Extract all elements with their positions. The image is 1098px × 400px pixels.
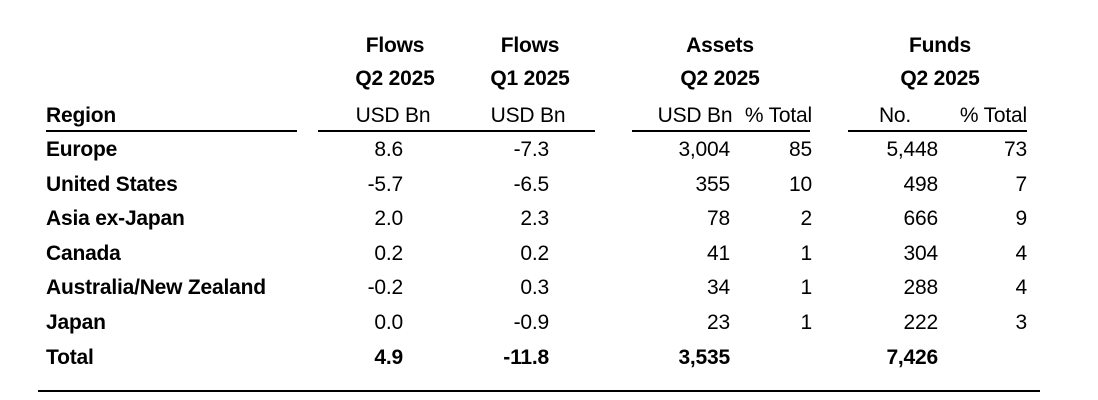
funds-no-cell: 222 <box>903 310 939 334</box>
funds-no-cell: 666 <box>903 207 939 231</box>
region-cell: Japan <box>46 310 106 334</box>
flows-q1-cell: 0.2 <box>520 241 549 265</box>
flows-q2-cell: -5.7 <box>367 172 404 196</box>
region-cell: Europe <box>46 138 118 161</box>
unit-label-funds-no: No. <box>878 104 912 127</box>
region-column-header: Region <box>46 104 116 127</box>
assets-pct-total-cell: 85 <box>789 138 812 161</box>
assets-usd-bn-cell: 78 <box>707 207 730 231</box>
flows-q2-cell: -0.2 <box>367 276 404 300</box>
table-row: Total 4.9 -11.8 3,535 7,426 <box>0 341 1098 376</box>
funds-no-cell: 5,448 <box>886 138 938 161</box>
assets-usd-bn-cell: 34 <box>707 276 730 300</box>
assets-header-rule <box>632 130 810 132</box>
assets-usd-bn-cell: 23 <box>707 310 730 334</box>
column-group-subtitle: Q2 2025 <box>680 67 760 90</box>
column-group-title: Funds <box>909 34 971 57</box>
flows-q2-cell: 4.9 <box>374 345 403 369</box>
funds-pct-total-cell: 7 <box>1015 172 1028 196</box>
region-cell: United States <box>46 172 178 196</box>
column-group-flows-q2: Flows Q2 2025 <box>315 29 475 95</box>
funds-no-cell: 7,426 <box>886 345 938 369</box>
table-row: Europe 8.6 -7.3 3,004 85 5,448 73 <box>0 133 1098 168</box>
funds-pct-total-cell: 4 <box>1015 241 1028 265</box>
region-header-rule <box>46 130 297 132</box>
table-row: Japan 0.0 -0.9 23 1 222 3 <box>0 306 1098 341</box>
region-cell: Asia ex-Japan <box>46 207 185 231</box>
assets-pct-total-cell: 10 <box>789 172 812 196</box>
funds-pct-total-cell: 4 <box>1015 276 1028 300</box>
assets-usd-bn-cell: 3,004 <box>678 138 730 161</box>
assets-pct-total-cell: 1 <box>800 241 813 265</box>
assets-usd-bn-cell: 355 <box>695 172 731 196</box>
flows-header-rule <box>318 130 595 132</box>
funds-pct-total-cell: 3 <box>1015 310 1028 334</box>
unit-label-assets-pct-total: % Total <box>744 104 812 127</box>
flows-q2-cell: 2.0 <box>374 207 403 231</box>
flows-q1-cell: -11.8 <box>503 345 549 369</box>
flows-q1-cell: 0.3 <box>520 276 549 300</box>
column-group-flows-q1: Flows Q1 2025 <box>450 29 610 95</box>
flows-q1-cell: -6.5 <box>513 172 550 196</box>
flows-q2-cell: 0.0 <box>374 310 403 334</box>
table-bottom-rule <box>38 390 1040 392</box>
unit-label-flows-q1: USD Bn <box>490 104 566 127</box>
assets-pct-total-cell: 2 <box>800 207 813 231</box>
funds-no-cell: 304 <box>903 241 939 265</box>
funds-header-rule <box>848 130 1027 132</box>
table-body: Europe 8.6 -7.3 3,004 85 5,448 73 United States… <box>0 133 1098 375</box>
column-group-subtitle: Q2 2025 <box>900 67 980 90</box>
column-group-assets: Assets Q2 2025 <box>640 29 800 95</box>
funds-no-cell: 288 <box>903 276 939 300</box>
assets-usd-bn-cell: 41 <box>707 241 730 265</box>
flows-q2-cell: 8.6 <box>374 138 403 161</box>
region-cell: Total <box>46 345 94 369</box>
column-group-title: Flows <box>500 34 560 57</box>
flows-q1-cell: -7.3 <box>513 138 550 161</box>
flows-q1-cell: 2.3 <box>520 207 549 231</box>
funds-pct-total-cell: 73 <box>1004 138 1027 161</box>
funds-no-cell: 498 <box>903 172 939 196</box>
column-group-title: Assets <box>686 34 754 57</box>
flows-q2-cell: 0.2 <box>374 241 403 265</box>
table-row: United States -5.7 -6.5 355 10 498 7 <box>0 168 1098 203</box>
column-group-subtitle: Q1 2025 <box>490 67 570 90</box>
assets-pct-total-cell: 1 <box>800 310 813 334</box>
table-row: Canada 0.2 0.2 41 1 304 4 <box>0 237 1098 272</box>
assets-pct-total-cell: 1 <box>800 276 813 300</box>
assets-usd-bn-cell: 3,535 <box>678 345 730 369</box>
column-group-title: Flows <box>365 34 425 57</box>
table-row: Australia/New Zealand -0.2 0.3 34 1 288 4 <box>0 271 1098 306</box>
flows-q1-cell: -0.9 <box>513 310 550 334</box>
unit-label-flows-q2: USD Bn <box>355 104 431 127</box>
table-row: Asia ex-Japan 2.0 2.3 78 2 666 9 <box>0 202 1098 237</box>
region-cell: Australia/New Zealand <box>46 276 266 300</box>
unit-label-funds-pct-total: % Total <box>959 104 1027 127</box>
column-group-subtitle: Q2 2025 <box>355 67 435 90</box>
funds-pct-total-cell: 9 <box>1015 207 1028 231</box>
unit-label-assets-usd-bn: USD Bn <box>657 104 733 127</box>
column-group-funds: Funds Q2 2025 <box>860 29 1020 95</box>
region-cell: Canada <box>46 241 121 265</box>
